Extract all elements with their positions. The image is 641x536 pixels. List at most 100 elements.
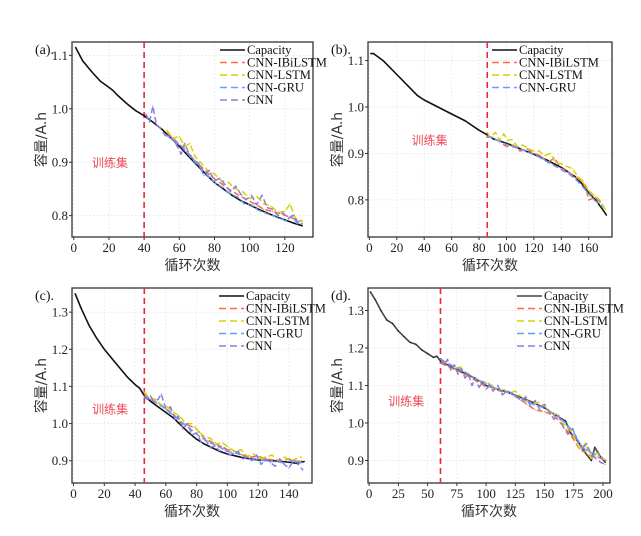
data-point	[291, 460, 293, 462]
data-point	[544, 159, 546, 161]
data-point	[486, 134, 488, 136]
data-point	[588, 190, 590, 192]
data-point	[588, 192, 590, 194]
data-point	[595, 196, 597, 199]
data-point	[597, 454, 599, 456]
data-point	[593, 194, 595, 196]
x-tick-label: 120	[248, 486, 268, 501]
data-point	[590, 454, 592, 456]
legend-label: CNN-IBiLSTM	[246, 302, 326, 316]
data-point	[301, 220, 303, 222]
data-point	[604, 461, 606, 463]
data-point	[292, 460, 295, 462]
data-point	[596, 452, 598, 454]
data-point	[166, 132, 168, 134]
data-point	[300, 456, 302, 458]
y-tick-label: 1.1	[348, 53, 364, 68]
data-point	[485, 384, 487, 387]
series-cnn-lstm	[143, 391, 302, 462]
data-point	[180, 145, 182, 147]
data-point	[579, 448, 581, 450]
data-point	[298, 223, 300, 225]
data-point	[543, 407, 546, 409]
data-point	[497, 388, 499, 390]
data-point	[553, 418, 555, 420]
data-point	[280, 213, 282, 215]
x-tick-label: 20	[98, 486, 111, 501]
data-point	[162, 406, 164, 408]
data-point	[297, 463, 299, 465]
data-point	[152, 105, 154, 107]
data-point	[562, 426, 564, 428]
data-point	[99, 80, 101, 82]
data-point	[219, 181, 221, 184]
data-point	[301, 223, 303, 225]
data-point	[372, 53, 375, 55]
legend-label: CNN-LSTM	[247, 68, 311, 82]
data-point	[511, 145, 513, 148]
data-point	[392, 323, 394, 325]
data-point	[600, 461, 602, 463]
data-point	[286, 220, 288, 222]
data-point	[249, 197, 251, 200]
data-point	[192, 158, 194, 161]
data-point	[240, 193, 242, 195]
data-point	[80, 307, 82, 309]
data-point	[254, 458, 256, 460]
legend-label: CNN	[246, 339, 272, 353]
legend-label: CNN	[247, 93, 273, 107]
data-point	[450, 366, 452, 368]
data-point	[222, 187, 224, 189]
data-point	[492, 390, 494, 392]
series-cnn-ibilstm	[166, 132, 303, 222]
data-point	[423, 99, 425, 101]
data-point	[577, 176, 579, 178]
data-point	[206, 169, 209, 171]
x-tick-label: 75	[450, 486, 463, 501]
data-point	[271, 454, 273, 456]
data-point	[219, 177, 221, 179]
x-tick-label: 25	[392, 486, 405, 501]
data-point	[234, 450, 236, 452]
x-tick-label: 80	[208, 240, 221, 255]
data-point	[200, 441, 202, 443]
data-point	[436, 355, 438, 357]
data-point	[236, 193, 238, 195]
data-point	[445, 362, 447, 364]
x-tick-label: 40	[138, 240, 151, 255]
data-point	[208, 176, 210, 178]
data-point	[576, 439, 578, 441]
y-tick-label: 1.1	[52, 379, 68, 394]
data-point	[277, 215, 279, 217]
data-point	[370, 53, 372, 55]
data-point	[467, 373, 470, 375]
data-point	[560, 163, 562, 165]
data-point	[188, 432, 190, 434]
x-tick-label: 120	[275, 240, 295, 255]
data-point	[175, 142, 177, 145]
data-point	[416, 94, 418, 96]
data-point	[382, 60, 384, 62]
data-point	[197, 430, 199, 432]
data-point	[560, 166, 562, 168]
data-point	[288, 461, 290, 463]
data-point	[596, 456, 598, 458]
x-tick-label: 200	[593, 486, 613, 501]
data-point	[108, 86, 110, 88]
y-axis-label: 容量/A.h	[33, 358, 50, 413]
data-point	[508, 392, 511, 394]
y-tick-label: 1.2	[52, 342, 68, 357]
data-point	[482, 381, 484, 383]
y-tick-label: 1.0	[52, 416, 68, 431]
data-point	[544, 155, 546, 157]
data-point	[256, 195, 258, 197]
panel-label: (a).	[35, 43, 54, 58]
data-point	[180, 421, 182, 423]
series-cnn-ibilstm	[143, 393, 302, 463]
data-point	[577, 180, 579, 182]
data-point	[511, 392, 513, 394]
data-point	[240, 449, 242, 451]
